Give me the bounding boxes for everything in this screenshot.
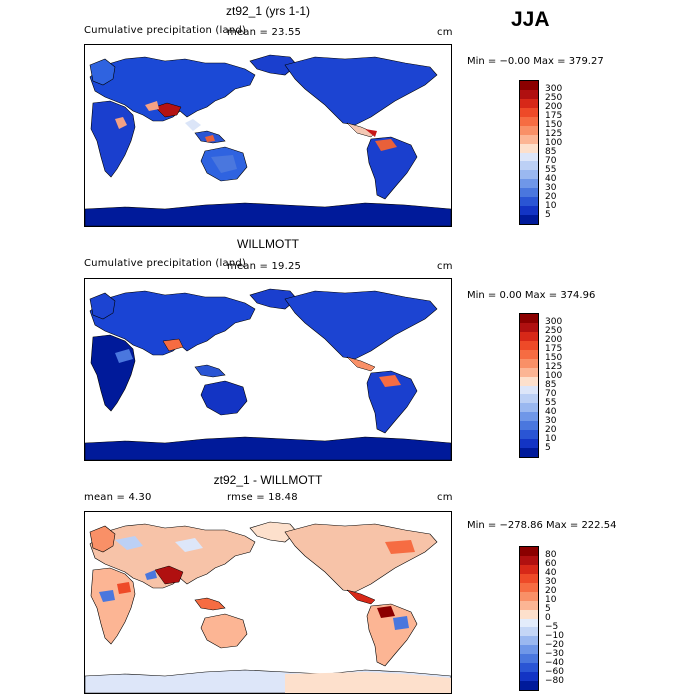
- cbar-label: 10: [545, 434, 557, 444]
- cbar-label: 85: [545, 147, 557, 157]
- cbar-label: 40: [545, 174, 557, 184]
- cbar-label: 150: [545, 353, 563, 363]
- panel-3-colorbar: [519, 546, 539, 691]
- panel-1-title: zt92_1 (yrs 1-1): [225, 4, 311, 18]
- cbar-label: 175: [545, 344, 563, 354]
- panel-1-colorbar: [519, 80, 539, 225]
- cbar-label: −20: [545, 640, 564, 650]
- cbar-label: 125: [545, 362, 563, 372]
- season-label: JJA: [511, 8, 550, 31]
- panel-3-title: zt92_1 - WILLMOTT: [213, 473, 323, 487]
- panel-2-title: WILLMOTT: [237, 237, 299, 251]
- cbar-label: 250: [545, 326, 563, 336]
- panel-2-minmax: Min = 0.00 Max = 374.96: [467, 290, 596, 301]
- cbar-label: −60: [545, 667, 564, 677]
- cbar-label: 70: [545, 389, 557, 399]
- cbar-label: 40: [545, 407, 557, 417]
- cbar-label: 80: [545, 550, 557, 560]
- cbar-label: 175: [545, 111, 563, 121]
- panel-1-subtitle: Cumulative precipitation (land): [84, 25, 247, 36]
- cbar-label: 20: [545, 192, 557, 202]
- cbar-label: 20: [545, 425, 557, 435]
- cbar-label: 300: [545, 317, 563, 327]
- cbar-label: 150: [545, 120, 563, 130]
- cbar-label: 55: [545, 165, 557, 175]
- cbar-label: 55: [545, 398, 557, 408]
- panel-3-map: [84, 511, 452, 694]
- cbar-label: −30: [545, 649, 564, 659]
- cbar-label: −10: [545, 631, 564, 641]
- cbar-label: 10: [545, 201, 557, 211]
- panel-2-units: cm: [437, 261, 453, 272]
- cbar-label: 5: [545, 604, 551, 614]
- cbar-label: 200: [545, 102, 563, 112]
- cbar-label: −5: [545, 622, 559, 632]
- panel-2-subtitle: Cumulative precipitation (land): [84, 258, 247, 269]
- panel-2-colorbar: [519, 313, 539, 458]
- cbar-label: 30: [545, 183, 557, 193]
- cbar-label: −40: [545, 658, 564, 668]
- cbar-label: 10: [545, 595, 557, 605]
- cbar-label: 200: [545, 335, 563, 345]
- cbar-label: −80: [545, 676, 564, 686]
- cbar-label: 100: [545, 371, 563, 381]
- cbar-label: 70: [545, 156, 557, 166]
- panel-3-mean: mean = 4.30: [84, 492, 152, 503]
- cbar-label: 100: [545, 138, 563, 148]
- cbar-label: 85: [545, 380, 557, 390]
- cbar-label: 30: [545, 577, 557, 587]
- cbar-label: 5: [545, 210, 551, 220]
- cbar-label: 30: [545, 416, 557, 426]
- cbar-label: 125: [545, 129, 563, 139]
- cbar-label: 5: [545, 443, 551, 453]
- panel-3-units: cm: [437, 492, 453, 503]
- panel-1-minmax: Min = −0.00 Max = 379.27: [467, 56, 604, 67]
- panel-1-units: cm: [437, 27, 453, 38]
- cbar-label: 20: [545, 586, 557, 596]
- panel-3-rmse: rmse = 18.48: [227, 492, 298, 503]
- cbar-label: 0: [545, 613, 551, 623]
- cbar-label: 250: [545, 93, 563, 103]
- panel-3-minmax: Min = −278.86 Max = 222.54: [467, 520, 617, 531]
- cbar-label: 300: [545, 84, 563, 94]
- cbar-label: 40: [545, 568, 557, 578]
- panel-2-mean: mean = 19.25: [227, 261, 302, 272]
- panel-1-map: [84, 44, 452, 227]
- cbar-label: 60: [545, 559, 557, 569]
- panel-1-mean: mean = 23.55: [227, 27, 302, 38]
- panel-2-map: [84, 278, 452, 461]
